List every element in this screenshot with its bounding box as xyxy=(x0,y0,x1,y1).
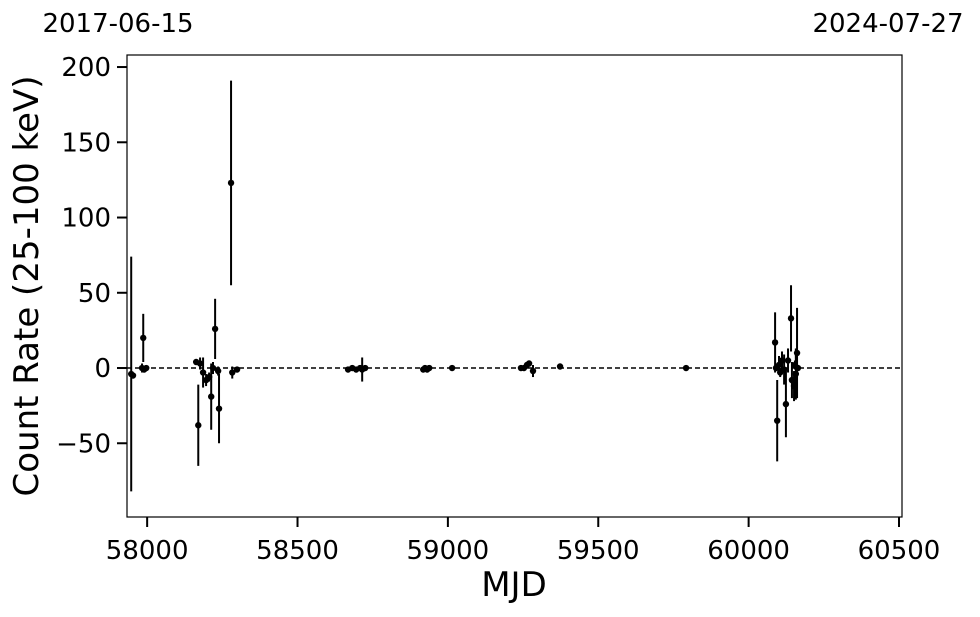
data-point xyxy=(775,361,783,369)
data-point xyxy=(793,349,801,357)
x-tick-label: 58500 xyxy=(256,536,339,566)
data-point xyxy=(361,364,369,372)
data-point xyxy=(787,315,795,322)
x-tick-label: 60500 xyxy=(858,536,941,566)
data-point xyxy=(214,367,222,375)
y-tick-label: 50 xyxy=(78,279,111,309)
y-tick-label: 100 xyxy=(61,204,111,234)
data-point xyxy=(196,360,204,367)
start-date: 2017-06-15 xyxy=(42,9,193,39)
data-point xyxy=(233,366,241,373)
data-point xyxy=(771,339,779,346)
data-point xyxy=(227,179,235,187)
plot-frame xyxy=(126,54,903,518)
x-tick-label: 59000 xyxy=(407,536,490,566)
data-point xyxy=(208,393,215,400)
y-tick-label: 0 xyxy=(94,354,111,384)
data-point xyxy=(773,417,781,424)
data-point xyxy=(782,400,790,408)
data-point xyxy=(682,364,690,372)
data-point xyxy=(794,364,802,372)
data-point xyxy=(209,364,217,372)
y-tick-label: 200 xyxy=(61,53,111,83)
data-point xyxy=(525,360,533,367)
x-tick-label: 58000 xyxy=(106,536,189,566)
data-point xyxy=(784,357,792,364)
data-point xyxy=(529,367,537,375)
y-axis-label: Count Rate (25-100 keV) xyxy=(7,76,47,497)
data-point xyxy=(199,369,207,376)
data-point xyxy=(215,405,223,412)
x-tick-label: 59500 xyxy=(557,536,640,566)
data-point xyxy=(129,372,137,379)
data-point xyxy=(229,369,236,376)
x-axis-label: MJD xyxy=(481,565,547,605)
data-point xyxy=(195,422,202,429)
y-tick-label: −50 xyxy=(56,429,111,459)
data-point xyxy=(143,364,150,372)
data-point xyxy=(556,363,564,370)
data-point xyxy=(448,364,456,372)
y-tick-label: 150 xyxy=(61,128,111,158)
data-point xyxy=(426,364,433,372)
end-date: 2024-07-27 xyxy=(812,9,963,39)
x-tick-label: 60000 xyxy=(707,536,790,566)
data-point xyxy=(140,334,147,342)
data-point xyxy=(211,325,219,333)
data-point xyxy=(792,370,800,378)
